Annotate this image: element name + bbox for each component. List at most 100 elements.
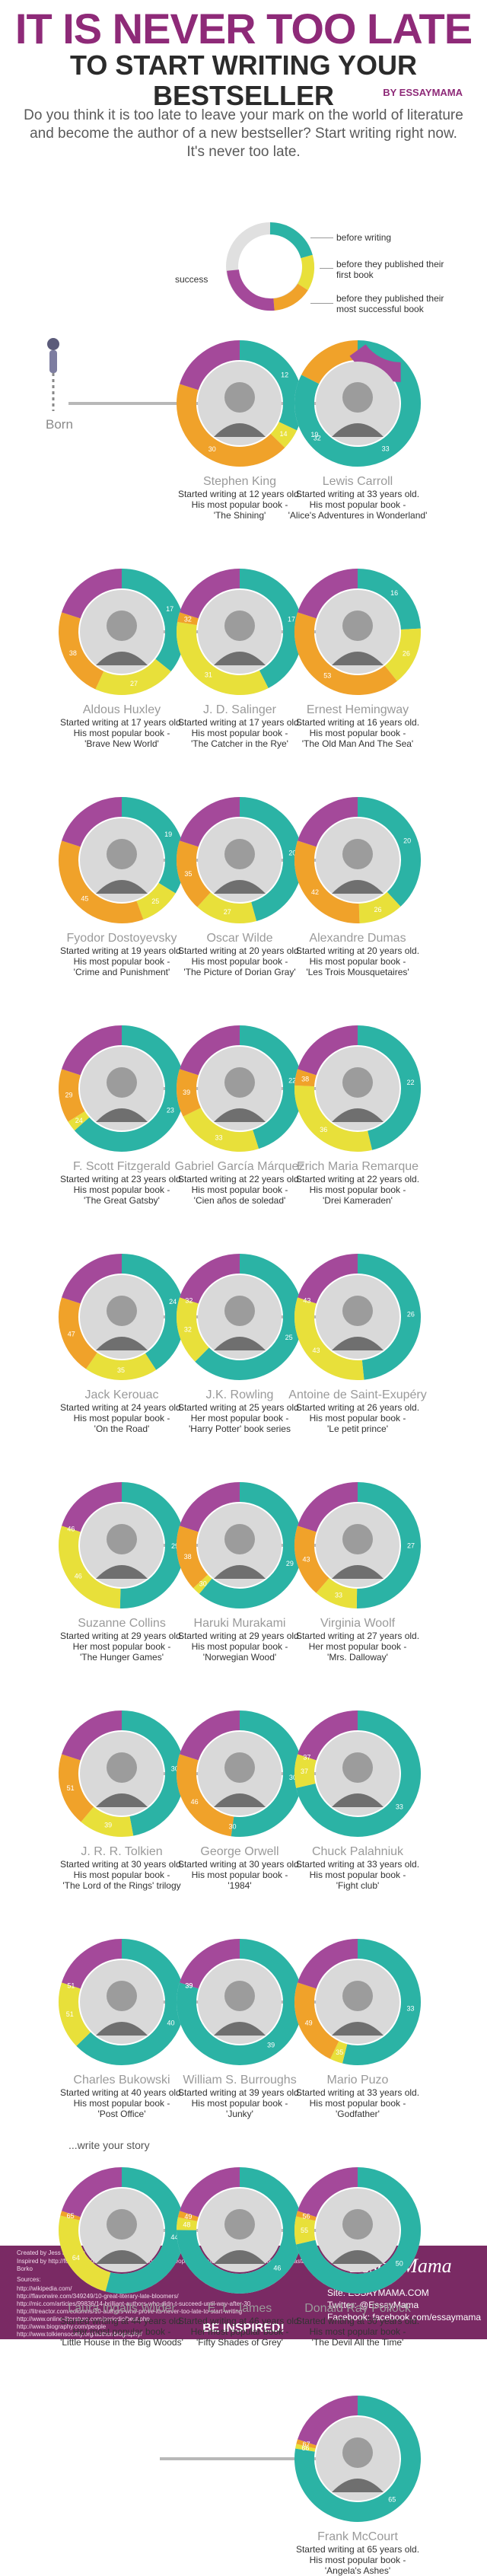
segment-before-first-book [177, 2217, 198, 2230]
source-link[interactable]: http://flavorwire.com/349249/10-great-li… [17, 2293, 179, 2300]
author-card: 20 27 35 Oscar Wilde Started writing at 20 y… [164, 792, 316, 977]
source-link[interactable]: http://www.online-literature.com/periodi… [17, 2316, 150, 2323]
segment-before-first-book [68, 1111, 90, 1131]
author-desc2: His most popular book - [309, 2098, 406, 2109]
segment-before-successful-book [177, 2211, 199, 2222]
segment-before-first-book [294, 1297, 364, 1380]
author-card: 25 32 32 J.K. Rowling Started writing at 25 … [164, 1248, 316, 1434]
author-name: Jack Kerouac [84, 1388, 159, 1401]
legend-success: success [175, 274, 208, 285]
ring-value-label: 14 [279, 430, 287, 438]
author-desc1: Started writing at 26 years old. [295, 1402, 420, 1413]
author-ring: 30 39 51 [59, 1710, 185, 1837]
author-ring: 19 25 45 [59, 797, 185, 923]
author-desc2: His most popular book - [73, 1184, 170, 1195]
segment-before-successful-book [294, 1982, 339, 2059]
ring-value-label: 24 [75, 1117, 83, 1124]
source-link[interactable]: http://www.tolkiensociety.org/author/bio… [17, 2331, 142, 2338]
author-card: 23 24 29 F. Scott Fitzgerald Started writing… [46, 1020, 198, 1206]
author-ring: 27 33 43 [294, 1482, 421, 1608]
author-desc2: Her most popular book - [190, 2326, 289, 2337]
author-desc2: His most popular book - [191, 728, 288, 738]
segment-before-writing [195, 1254, 303, 1380]
source-link[interactable]: http://litreactor.com/columns/10-authors… [17, 2308, 243, 2315]
author-desc3: 'Junky' [226, 2109, 253, 2119]
segment-before-successful-book [294, 840, 360, 923]
author-desc1: Started writing at 30 years old. [177, 1859, 302, 1870]
footer-facebook[interactable]: Facebook: facebook.com/essaymama [327, 2312, 482, 2323]
main-subtitle: TO START WRITING YOUR BESTSELLER [70, 49, 417, 111]
segment-before-first-book [59, 2215, 111, 2292]
portrait-body [214, 1565, 266, 1579]
author-ring: 22 33 39 [177, 1025, 303, 1152]
segment-before-writing [177, 1939, 303, 2065]
ring-value-label: 32 [185, 1296, 193, 1304]
author-name: Suzanne Collins [78, 1617, 166, 1630]
ring-value-label: 38 [301, 1075, 309, 1082]
ring-value-label: 12 [281, 371, 288, 378]
portrait-head [107, 611, 137, 641]
author-card: 16 26 53 Ernest Hemingway Started writing at… [282, 563, 434, 749]
author-desc2: His most popular book - [309, 2555, 406, 2565]
ring-value-label: 30 [199, 1580, 207, 1588]
author-ring: 23 24 29 [59, 1025, 185, 1152]
author-desc2: His most popular book - [309, 728, 406, 738]
author-desc3: '1984' [228, 1880, 252, 1891]
author-name: Antoine de Saint-Exupéry [288, 1388, 427, 1401]
author-card: 26 43 43 Antoine de Saint-Exupéry Started wr… [282, 1248, 434, 1434]
segment-success [180, 2167, 240, 2217]
baby-icon [47, 338, 59, 411]
author-desc1: Started writing at 44 years old. [59, 2316, 184, 2326]
author-name: Fyodor Dostoyevsky [66, 932, 177, 945]
segment-before-successful-book [296, 2211, 317, 2221]
author-card: 40 51 51 Charles Bukowski Started writing at… [46, 1934, 198, 2119]
ring-value-label: 26 [374, 906, 382, 913]
ring-value-label: 53 [323, 672, 331, 680]
segment-before-successful-book [177, 384, 285, 467]
author-card: 17 27 38 Aldous Huxley Started writing at 17… [46, 563, 198, 749]
portrait-head [224, 1752, 255, 1783]
segment-before-first-book [183, 1107, 259, 1152]
source-link[interactable]: http://wikipedia.com/ [17, 2285, 72, 2292]
ring-value-label: 20 [288, 850, 296, 857]
author-desc1: Started writing at 50 years old. [295, 2316, 420, 2326]
portrait-body [214, 880, 266, 894]
author-desc1: Started writing at 17 years old. [59, 717, 184, 728]
portrait-body [332, 1108, 384, 1122]
segment-before-writing [239, 569, 303, 688]
ring-value-label: 65 [388, 2495, 396, 2503]
ring-value-label: 32 [314, 434, 321, 442]
segment-success [298, 1025, 358, 1076]
source-link[interactable]: http://mic.com/articles/99836/14-brillia… [17, 2300, 251, 2307]
author-desc2: His most popular book - [191, 499, 288, 510]
author-desc1: Started writing at 23 years old. [59, 1174, 184, 1184]
segment-before-successful-book [301, 340, 358, 384]
segment-before-first-book [86, 1352, 157, 1380]
ring-value-label: 51 [67, 1981, 75, 1989]
ring-value-label: 25 [285, 1334, 293, 1341]
segment-before-first-book [294, 1754, 317, 1788]
ring-value-label: 51 [66, 2010, 74, 2018]
segment-before-writing [231, 1710, 303, 1837]
source-link[interactable]: http://www.biography.com/people [17, 2323, 107, 2330]
legend-ring [226, 222, 315, 311]
author-desc3: 'Post Office' [97, 2109, 146, 2119]
footer-twitter[interactable]: Twitter: @EssayMama [327, 2300, 419, 2310]
author-desc1: Started writing at 20 years old. [295, 945, 420, 956]
segment-before-writing [239, 340, 303, 431]
author-card: 39 39 39 William S. Burroughs Started writin… [164, 1934, 316, 2119]
segment-before-first-book [197, 891, 257, 923]
ring-value-label: 50 [396, 2260, 403, 2268]
segment-before-writing [296, 2167, 421, 2294]
intro-text: Do you think it is too late to leave you… [24, 107, 463, 160]
author-desc1: Started writing at 39 years old. [177, 2087, 302, 2098]
ring-value-label: 49 [305, 2020, 313, 2027]
portrait-head [342, 2437, 373, 2468]
author-card: 22 33 39 Gabriel García Márquez Started writ… [164, 1020, 316, 1206]
ring-value-label: 45 [81, 894, 88, 902]
author-ring: 44 64 65 [59, 2167, 185, 2294]
portrait-head [224, 2209, 255, 2240]
author-name: J. D. Salinger [202, 703, 277, 716]
ring-value-label: 43 [303, 1296, 310, 1304]
